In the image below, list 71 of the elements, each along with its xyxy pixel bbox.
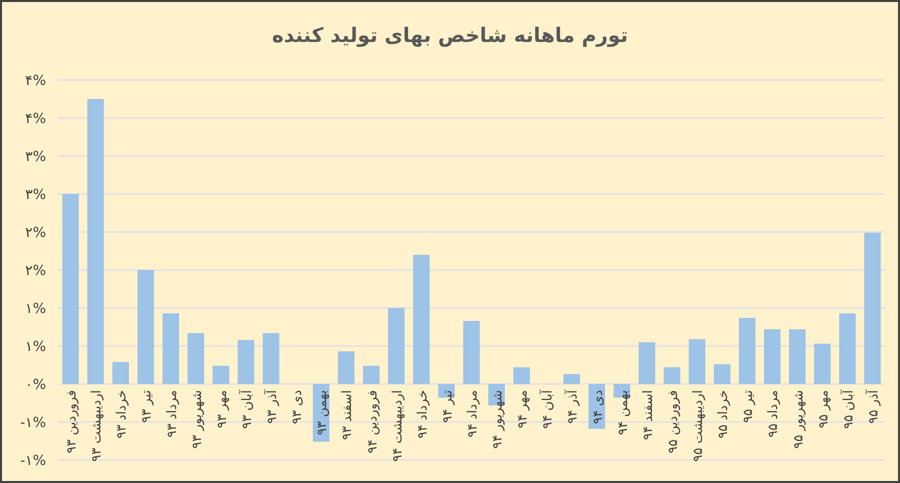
x-tick-label: آبان ۹۵ bbox=[839, 388, 856, 429]
bar bbox=[513, 367, 530, 384]
bar bbox=[664, 367, 680, 384]
chart-title: تورم ماهانه شاخص بهای تولید کننده bbox=[272, 23, 628, 47]
y-tick-label: ۲% bbox=[25, 263, 46, 279]
x-tick-label: فروردین ۹۵ bbox=[666, 390, 681, 454]
x-tick-label: شهریور ۹۴ bbox=[490, 390, 506, 449]
bar bbox=[864, 232, 881, 384]
x-tick-label: تیر ۹۵ bbox=[741, 390, 756, 423]
x-tick-label: مرداد ۹۳ bbox=[164, 390, 180, 438]
x-tick-label: بهمن ۹۴ bbox=[616, 390, 631, 436]
x-tick-label: خرداد ۹۴ bbox=[415, 390, 430, 438]
x-tick-label: مرداد ۹۴ bbox=[466, 390, 480, 438]
y-tick-label: -۱% bbox=[20, 453, 46, 469]
y-tick-label: ۱% bbox=[25, 301, 46, 317]
y-tick-label: ۱% bbox=[25, 339, 46, 355]
bar bbox=[238, 340, 254, 384]
bar bbox=[714, 364, 730, 384]
x-tick-label: اسفند ۹۳ bbox=[340, 390, 356, 440]
bar bbox=[262, 333, 280, 384]
y-tick-label: ۴% bbox=[25, 111, 46, 127]
x-tick-label: شهریور ۹۳ bbox=[190, 390, 205, 449]
x-tick-label: شهریور ۹۵ bbox=[791, 390, 806, 449]
bar bbox=[413, 254, 430, 384]
bar bbox=[338, 351, 354, 384]
x-tick-label: بهمن ۹۳ bbox=[315, 390, 330, 436]
bar bbox=[563, 374, 580, 384]
bar bbox=[688, 339, 706, 384]
x-tick-label: آذر ۹۳ bbox=[263, 388, 280, 424]
x-tick-label: آذر ۹۵ bbox=[864, 388, 882, 424]
x-tick-label: اردیبهشت ۹۳ bbox=[90, 390, 105, 462]
bar bbox=[87, 99, 104, 384]
x-tick-label: تیر ۹۳ bbox=[140, 390, 155, 423]
x-tick-label: فروردین ۹۴ bbox=[365, 390, 380, 454]
x-tick-label: خرداد ۹۵ bbox=[716, 390, 732, 438]
x-tick-label: آبان ۹۳ bbox=[238, 388, 255, 429]
bar bbox=[362, 366, 380, 384]
bar bbox=[638, 342, 656, 384]
bar bbox=[112, 362, 129, 384]
x-tick-label: اسفند ۹۴ bbox=[640, 390, 656, 440]
bar bbox=[212, 366, 230, 384]
bar bbox=[764, 329, 780, 384]
bar bbox=[789, 329, 806, 384]
y-tick-label: ۲% bbox=[25, 225, 46, 241]
x-tick-label: تیر ۹۴ bbox=[440, 390, 456, 423]
x-tick-label: مهر ۹۳ bbox=[214, 390, 230, 428]
bar bbox=[162, 313, 180, 384]
bar bbox=[188, 333, 204, 384]
bar bbox=[839, 313, 856, 384]
x-tick-label: اردیبهشت ۹۴ bbox=[390, 390, 406, 462]
bar bbox=[62, 194, 79, 384]
x-tick-label: مهر ۹۵ bbox=[816, 390, 832, 428]
y-tick-label: ۳% bbox=[25, 187, 46, 203]
bar bbox=[137, 270, 154, 384]
bar bbox=[463, 320, 480, 384]
y-tick-label: ۴% bbox=[25, 73, 46, 89]
x-tick-label: فروردین ۹۳ bbox=[64, 390, 80, 454]
x-tick-label: دی ۹۳ bbox=[290, 390, 306, 424]
bar bbox=[738, 318, 756, 384]
x-tick-label: اردیبهشت ۹۵ bbox=[691, 390, 706, 462]
y-tick-label: ۳% bbox=[25, 149, 46, 165]
x-tick-label: مهر ۹۴ bbox=[516, 390, 531, 428]
bar bbox=[814, 344, 831, 384]
bar bbox=[388, 308, 405, 384]
x-tick-label: دی ۹۴ bbox=[590, 390, 606, 424]
x-tick-label: آذر ۹۴ bbox=[564, 388, 581, 424]
x-tick-label: آبان ۹۴ bbox=[538, 388, 556, 429]
y-tick-label: -۱% bbox=[20, 415, 46, 431]
x-tick-label: خرداد ۹۳ bbox=[114, 390, 130, 438]
x-tick-label: مرداد ۹۵ bbox=[766, 390, 782, 438]
y-tick-label: ۰% bbox=[25, 377, 46, 393]
